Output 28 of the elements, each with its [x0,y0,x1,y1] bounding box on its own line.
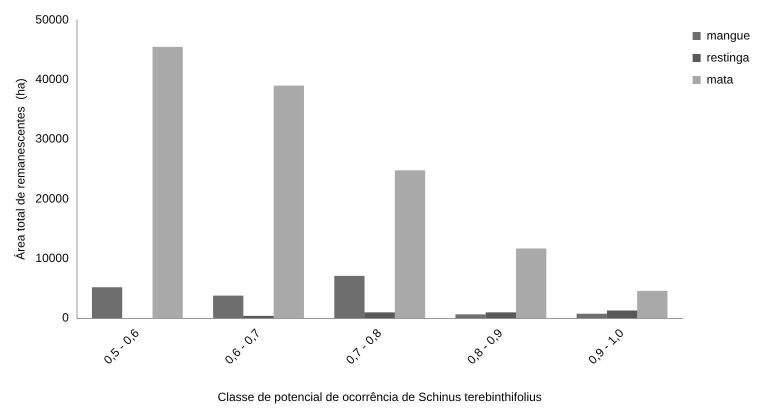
bar [576,314,607,318]
bar [334,276,365,318]
legend-label: mata [706,72,734,86]
y-tick-label: 40000 [35,72,70,86]
bar [486,312,516,318]
bar [364,312,395,318]
y-tick-label: 20000 [35,191,70,206]
legend-label: mangue [706,28,750,42]
bar [516,248,546,318]
y-tick-label: 0 [62,310,70,325]
legend-label: restinga [706,50,750,64]
y-axis-title: Área total de remanescentes (ha) [14,78,28,260]
x-tick-label: 0,5 - 0,6 [100,326,142,367]
y-tick-label: 30000 [35,132,70,146]
bar [606,310,638,318]
bar [92,287,122,318]
x-tick-label: 0,9 - 1,0 [585,326,627,367]
bar [637,290,668,318]
y-tick-label: 10000 [35,250,70,265]
x-tick-label: 0,6 - 0,7 [222,326,264,367]
x-tick-label: 0,7 - 0,8 [343,326,384,367]
bar [152,46,183,318]
bar [274,86,304,318]
bar [213,296,244,318]
x-tick-label: 0,8 - 0,9 [464,326,506,367]
bar [394,170,426,318]
x-axis-title: Classe de potencial de ocorrência de Schinus terebinthifolius [218,390,542,404]
y-tick-label: 50000 [35,12,70,26]
